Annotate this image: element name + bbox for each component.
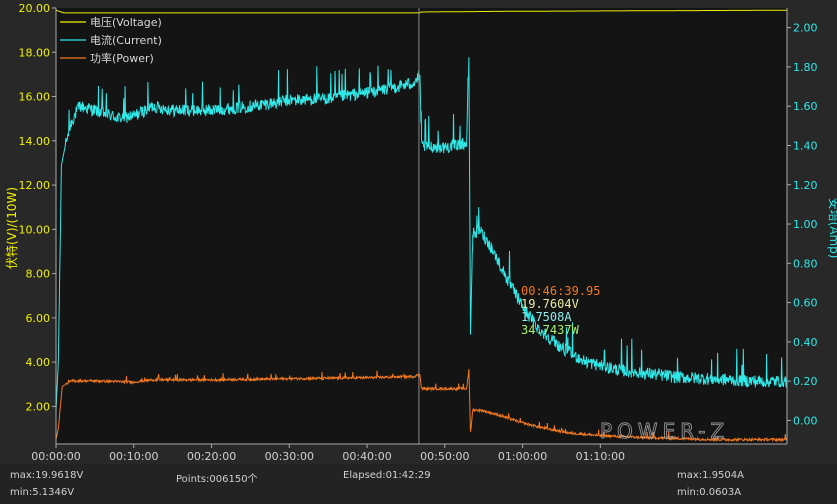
y-right-tick-label: 0.40 <box>793 336 818 349</box>
y-right-tick-label: 1.80 <box>793 61 818 74</box>
legend: 电压(Voltage) 电流(Current) 功率(Power) <box>60 16 162 65</box>
y-right-tick-label: 1.20 <box>793 179 818 192</box>
y-right-tick-label: 0.00 <box>793 414 818 427</box>
y-right-tick-label: 0.20 <box>793 375 818 388</box>
y-right-tick-label: 1.00 <box>793 218 818 231</box>
y-left-tick-label: 2.00 <box>26 400 51 413</box>
watermark-text: POWER-Z <box>600 419 729 443</box>
x-tick-label: 01:00:00 <box>498 450 547 463</box>
y-left-tick-label: 10.00 <box>19 223 51 236</box>
y-left-tick-label: 16.00 <box>19 91 51 104</box>
y-right-tick-label: 1.60 <box>793 100 818 113</box>
y-right-tick-label: 0.60 <box>793 297 818 310</box>
min-voltage: min:5.1346V <box>10 487 75 498</box>
max-voltage: max:19.9618V <box>10 470 84 481</box>
series-line-power <box>55 369 788 443</box>
status-footer: max:19.9618V min:5.1346V Points:006150个 … <box>0 464 837 504</box>
plot-area <box>56 8 787 444</box>
y-right-tick-label: 0.80 <box>793 257 818 270</box>
x-tick-label: 00:00:00 <box>31 450 80 463</box>
x-tick-label: 01:10:00 <box>576 450 625 463</box>
y-left-tick-label: 18.00 <box>19 46 51 59</box>
cursor-current: 1.7508A <box>521 310 572 324</box>
elapsed-time: Elapsed:01:42:29 <box>343 470 431 481</box>
cursor-power: 34.7437W <box>521 323 580 337</box>
watermark-logo: POWER-Z <box>600 419 729 444</box>
y-left-tick-label: 12.00 <box>19 179 51 192</box>
max-current: max:1.9504A <box>677 470 744 481</box>
y-right-tick-label: 1.40 <box>793 139 818 152</box>
series-line-voltage <box>55 9 787 14</box>
x-tick-label: 00:20:00 <box>187 450 236 463</box>
y-left-tick-label: 8.00 <box>26 268 51 281</box>
y-right-title: 安培(Amp) <box>827 198 837 259</box>
x-tick-label: 00:40:00 <box>342 450 391 463</box>
series-line-current <box>55 57 788 411</box>
legend-current: 电流(Current) <box>90 33 162 47</box>
cursor-readout: 00:46:39.95 19.7604V 1.7508A 34.7437W <box>521 284 600 337</box>
cursor-voltage: 19.7604V <box>521 297 579 311</box>
y-left-title: 伏特(V)/(10W) <box>4 187 19 269</box>
y-left-tick-label: 6.00 <box>26 312 51 325</box>
x-tick-label: 00:30:00 <box>265 450 314 463</box>
chart-area: 2.00 4.00 6.00 8.00 10.00 12.00 14.00 16.00 18.0… <box>4 2 837 463</box>
y-left-tick-label: 20.00 <box>19 2 51 15</box>
min-current: min:0.0603A <box>677 487 742 498</box>
legend-power: 功率(Power) <box>90 51 154 65</box>
axes-layer: 2.00 4.00 6.00 8.00 10.00 12.00 14.00 16.00 18.0… <box>19 2 818 463</box>
y-left-tick-label: 4.00 <box>26 356 51 369</box>
points-count: Points:006150个 <box>176 474 258 485</box>
y-right-tick-label: 2.00 <box>793 22 818 35</box>
series-layer <box>55 9 788 443</box>
cursor-time: 00:46:39.95 <box>521 284 600 298</box>
legend-voltage: 电压(Voltage) <box>90 16 162 29</box>
x-tick-label: 00:10:00 <box>109 450 158 463</box>
x-tick-label: 00:50:00 <box>420 450 469 463</box>
y-left-tick-label: 14.00 <box>19 135 51 148</box>
